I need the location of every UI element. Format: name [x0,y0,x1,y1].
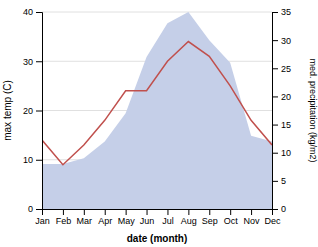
tick-mark [272,181,278,182]
tick-mark [272,96,278,97]
tick-mark [147,209,148,215]
tick-label: Apr [98,216,112,226]
tick-label: 0 [28,204,33,214]
tick-label: 40 [23,7,33,17]
tick-label: Mar [77,216,93,226]
chart: JanFebMarAprMayJunJulAugSepOctNovDec0102… [0,0,318,247]
tick-label: 10 [23,155,33,165]
tick-mark [272,209,278,210]
tick-label: 25 [281,64,291,74]
tick: 0 [28,204,42,214]
tick-label: 35 [281,7,291,17]
grid-line [42,12,272,13]
tick-label: Sep [202,216,218,226]
tick-label: May [118,216,136,226]
tick: 40 [23,7,42,17]
tick: 35 [272,7,291,17]
tick-mark [272,12,278,13]
y-axis: 0 10 20 30 40 [23,7,43,214]
tick-mark [36,209,42,210]
tick-label: Nov [244,216,261,226]
tick-label: Jun [140,216,155,226]
x-axis: Jan Feb Mar Apr May Jun Jul Aug Sep Oct NovDec [35,209,281,226]
tick: Sep [202,209,218,226]
tick-mark [105,209,106,215]
tick-mark [188,209,189,215]
tick-label: Jul [162,216,174,226]
tick-mark [36,61,42,62]
line [42,42,272,165]
y-axis-title: max temp (C) [2,80,13,141]
tick-mark [36,160,42,161]
grid [42,12,272,209]
tick-label: 20 [23,106,33,116]
tick: Oct [224,209,239,226]
tick: 0 [272,204,286,214]
tick-mark [63,209,64,215]
tick-label: Jan [35,216,50,226]
tick-label: 30 [281,36,291,46]
x-axis-title: date (month) [127,233,188,244]
tick: 10 [23,155,42,165]
tick: May [118,209,136,226]
axis-line [43,210,273,216]
tick: Aug [181,209,197,226]
tick-mark [272,40,278,41]
tick-label: Feb [56,216,72,226]
tick: 5 [272,176,286,186]
tick-mark [272,125,278,126]
tick-mark [209,209,210,215]
tick-label: Oct [224,216,239,226]
tick: Jan [35,209,50,226]
tick-label: 20 [281,92,291,102]
tick: 10 [272,148,291,158]
tick-mark [84,209,85,215]
tick: Jun [140,209,155,226]
tick-label: 0 [281,204,286,214]
tick-mark [230,209,231,215]
tick: Dec [264,209,281,226]
area [42,12,272,209]
tick: 20 [23,106,42,116]
y2-axis-title: med. precipitation (kg/m2) [308,58,318,162]
tick-label: Dec [264,216,281,226]
tick: Mar [77,209,93,226]
tick: Nov [244,209,261,226]
tick-mark [167,209,168,215]
tick-mark [36,111,42,112]
tick-mark [272,153,278,154]
plot: JanFebMarAprMayJunJulAugSepOctNovDec0102… [23,7,291,226]
tick: 30 [23,57,42,67]
axis-line [273,13,279,210]
tick-mark [36,12,42,13]
axis-line [36,13,43,210]
tick-label: 5 [281,176,286,186]
tick: 15 [272,120,291,130]
tick-mark [126,209,127,215]
tick-label: 15 [281,120,291,130]
tick: 25 [272,64,291,74]
tick: Jul [162,209,174,226]
marks [42,12,272,209]
tick-mark [251,209,252,215]
tick-label: Aug [181,216,197,226]
tick: Feb [56,209,72,226]
tick-mark [272,68,278,69]
tick-label: 10 [281,148,291,158]
tick-label: 30 [23,57,33,67]
y2-axis: 0 5 10 15 20 25 30 35 [272,7,291,214]
tick: Apr [98,209,112,226]
tick: 30 [272,36,291,46]
tick: 20 [272,92,291,102]
